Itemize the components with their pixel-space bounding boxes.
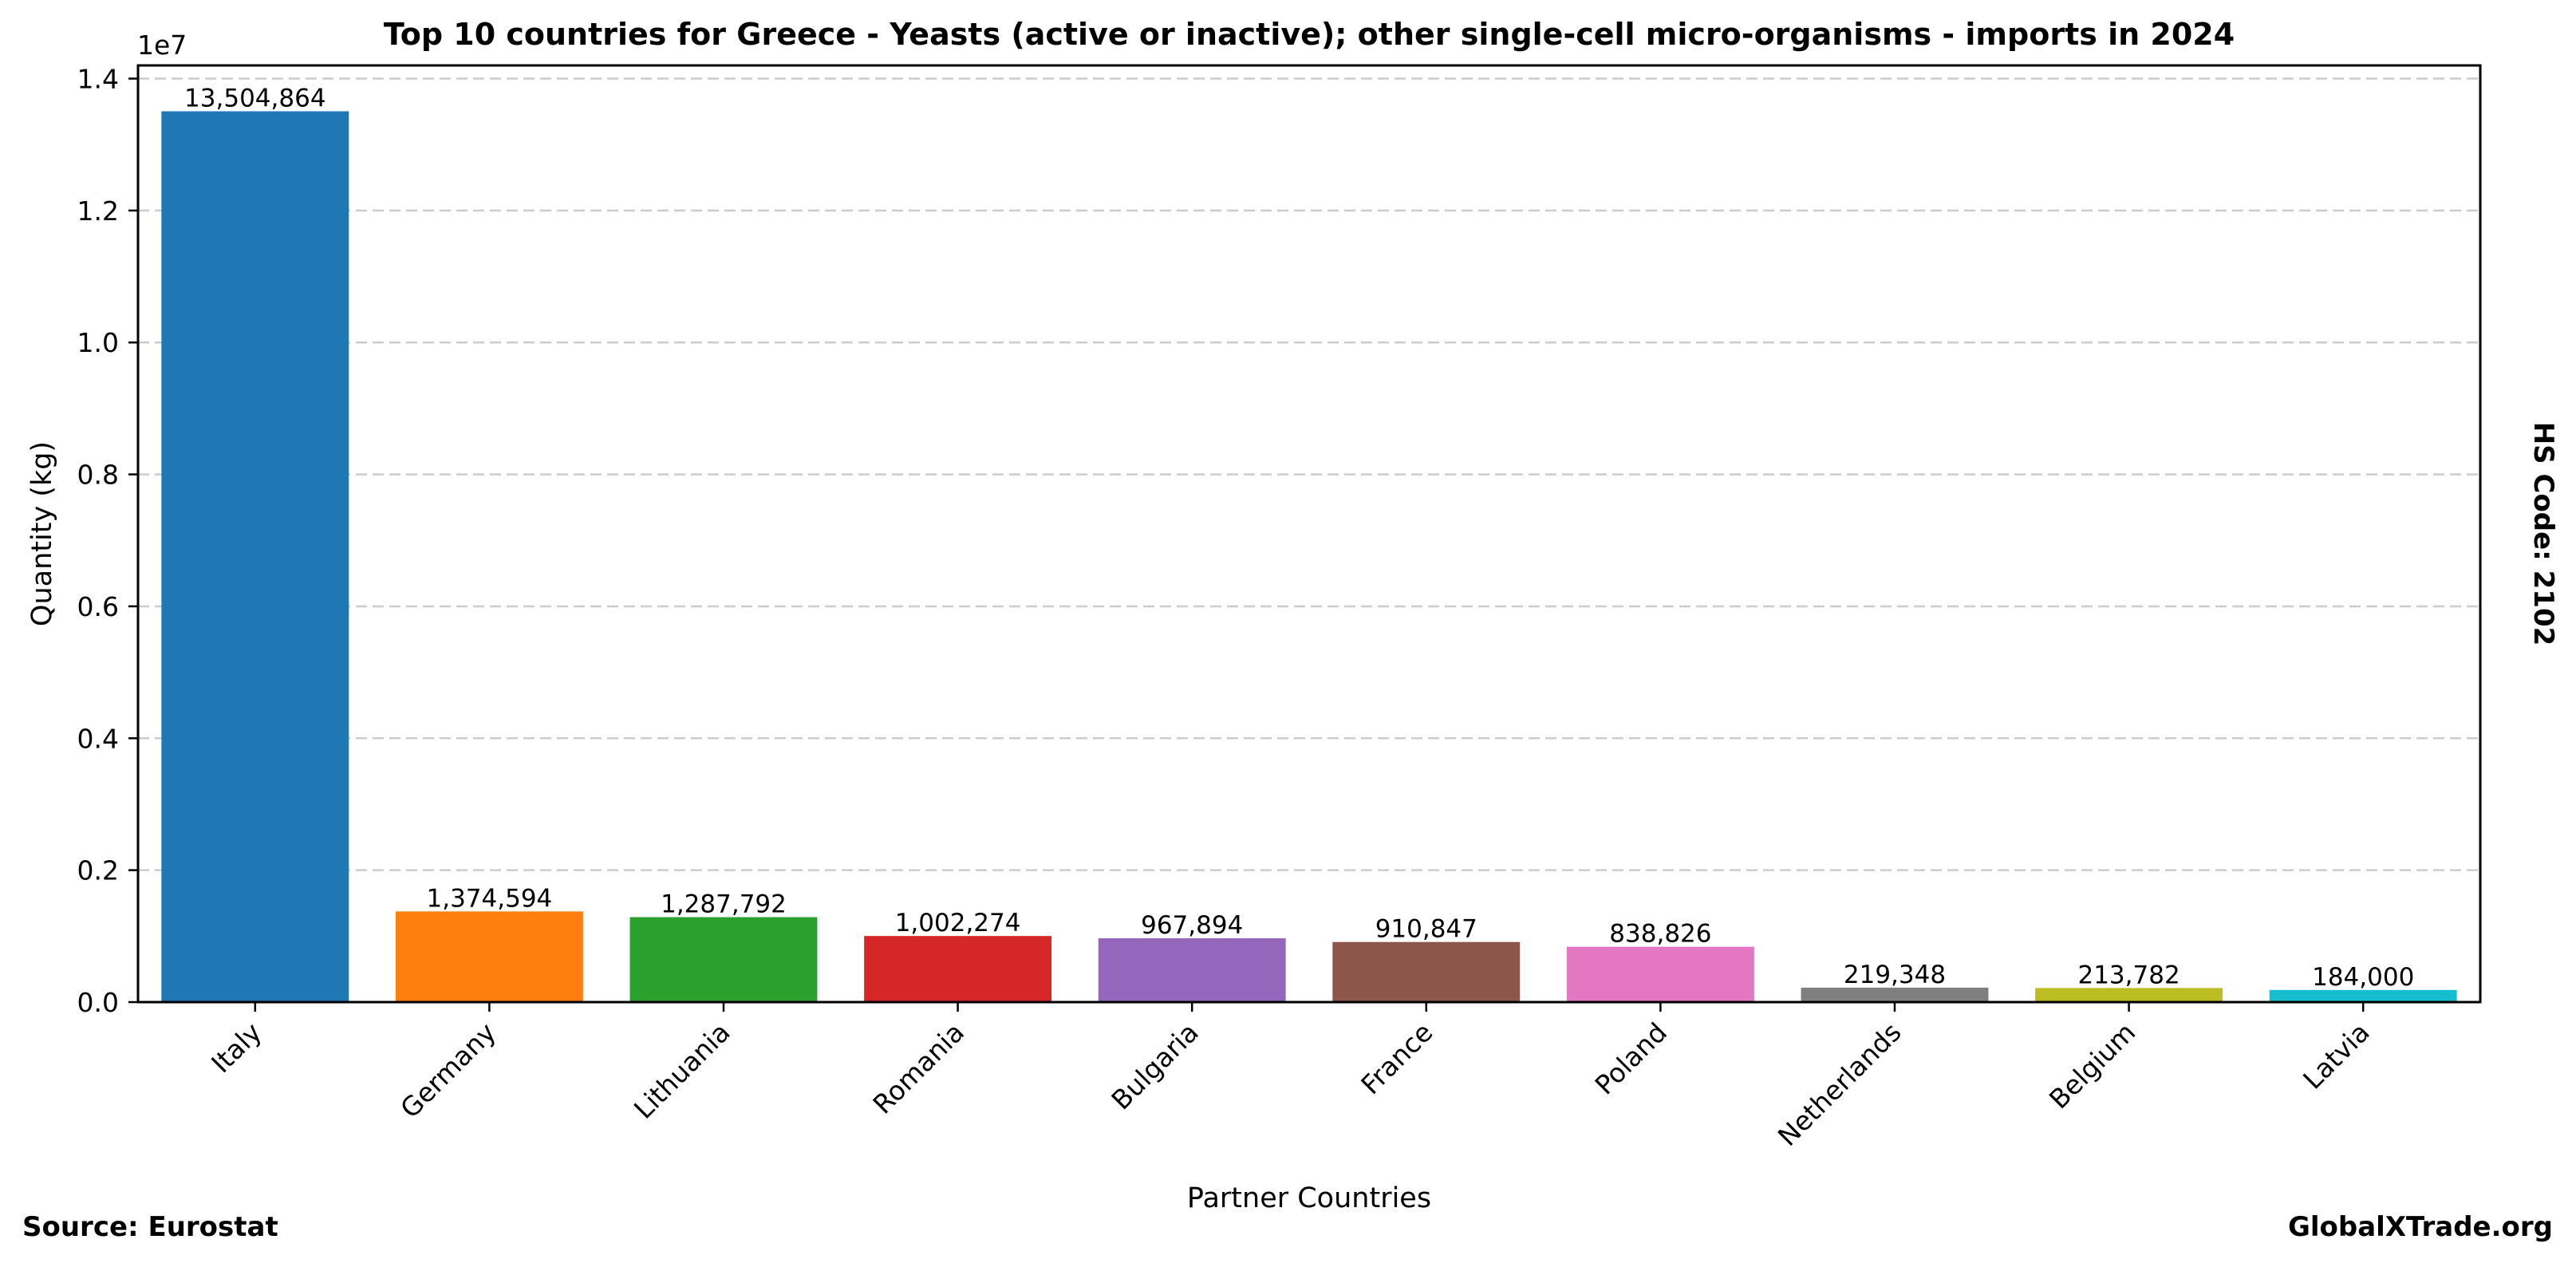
- bar-value-label: 13,504,864: [184, 84, 326, 112]
- y-tick-label: 0.6: [77, 591, 119, 622]
- hs-code-label: HS Code: 2102: [2527, 422, 2559, 646]
- bar-latvia: [2269, 989, 2457, 1002]
- y-tick-label: 0.2: [77, 855, 119, 886]
- y-tick-label: 0.8: [77, 460, 119, 491]
- bar-value-label: 219,348: [1844, 961, 1946, 989]
- y-axis-offset-label: 1e7: [137, 30, 187, 61]
- bar-value-labels: 13,504,864 1,374,594 1,287,792 1,002,274 967…: [184, 84, 2414, 991]
- bar-value-label: 213,782: [2077, 961, 2180, 989]
- bar-value-label: 1,374,594: [427, 884, 553, 913]
- bars: [161, 111, 2457, 1003]
- bar-value-label: 838,826: [1609, 920, 1711, 949]
- y-tick-label: 0.0: [77, 987, 119, 1018]
- bar-lithuania: [629, 917, 818, 1002]
- chart-title: Top 10 countries for Greece - Yeasts (ac…: [384, 17, 2235, 52]
- x-axis-label: Partner Countries: [1187, 1182, 1431, 1214]
- y-tick-label: 1.2: [77, 195, 119, 227]
- bar-poland: [1566, 946, 1754, 1002]
- bar-bulgaria: [1098, 937, 1286, 1002]
- bar-romania: [864, 936, 1052, 1002]
- bar-france: [1332, 941, 1521, 1002]
- y-tick-label: 1.4: [77, 64, 119, 95]
- bar-value-label: 1,287,792: [661, 890, 787, 919]
- bar-germany: [395, 911, 583, 1002]
- bar-netherlands: [1801, 987, 1989, 1002]
- bar-value-label: 910,847: [1375, 915, 1477, 944]
- bar-belgium: [2035, 988, 2223, 1002]
- y-axis-label: Quantity (kg): [26, 441, 58, 626]
- y-tick-label: 1.0: [77, 327, 119, 358]
- y-tick-label: 0.4: [77, 723, 119, 754]
- axes-frame: [136, 64, 2482, 1004]
- bar-value-label: 184,000: [2312, 963, 2414, 992]
- source-label: Source: Eurostat: [22, 1211, 278, 1243]
- bar-value-label: 967,894: [1141, 911, 1243, 940]
- bar-italy: [161, 111, 349, 1003]
- brand-label: GlobalXTrade.org: [2288, 1211, 2553, 1243]
- bar-value-label: 1,002,274: [895, 909, 1021, 937]
- y-axis-ticks: 0.0 0.2 0.4 0.6 0.8 1.0 1.2 1.4: [77, 64, 138, 1018]
- grid-lines: [138, 77, 2480, 871]
